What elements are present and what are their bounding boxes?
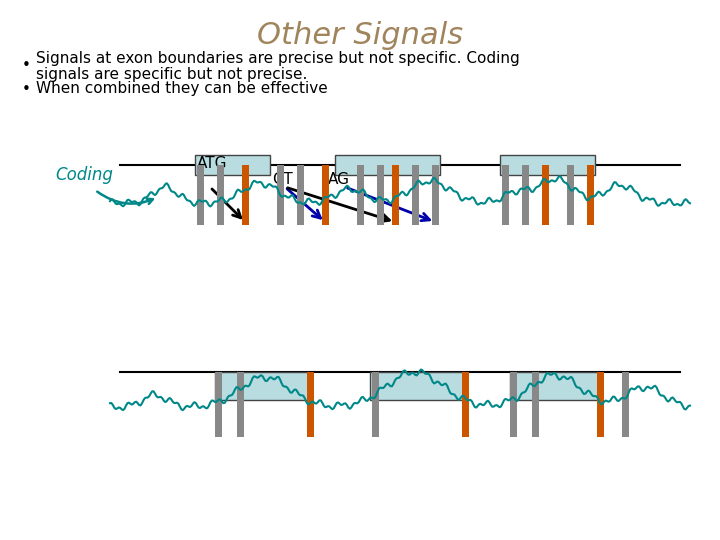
- Bar: [500, 155, 595, 175]
- Bar: [596, 372, 603, 437]
- Text: ATG: ATG: [197, 156, 228, 171]
- Bar: [377, 165, 384, 225]
- Bar: [215, 372, 222, 437]
- Text: Signals at exon boundaries are precise but not specific. Coding: Signals at exon boundaries are precise b…: [36, 51, 520, 66]
- Bar: [621, 372, 629, 437]
- Bar: [335, 155, 440, 175]
- Bar: [307, 372, 313, 437]
- Bar: [587, 165, 593, 225]
- Bar: [510, 372, 516, 437]
- Bar: [297, 165, 304, 225]
- Bar: [510, 372, 600, 400]
- Bar: [521, 165, 528, 225]
- Bar: [567, 165, 574, 225]
- Bar: [236, 372, 243, 437]
- Bar: [217, 165, 223, 225]
- Text: Other Signals: Other Signals: [257, 21, 463, 50]
- Bar: [531, 372, 539, 437]
- Bar: [462, 372, 469, 437]
- Text: When combined they can be effective: When combined they can be effective: [36, 82, 328, 97]
- Bar: [541, 165, 549, 225]
- Bar: [195, 155, 270, 175]
- Text: Coding: Coding: [55, 166, 113, 184]
- Bar: [370, 372, 465, 400]
- Bar: [412, 165, 418, 225]
- Bar: [502, 165, 508, 225]
- Bar: [241, 165, 248, 225]
- Bar: [356, 165, 364, 225]
- Text: •: •: [22, 82, 31, 97]
- Text: signals are specific but not precise.: signals are specific but not precise.: [36, 66, 307, 82]
- Bar: [276, 165, 284, 225]
- Bar: [197, 165, 204, 225]
- Text: •: •: [22, 57, 31, 72]
- Bar: [392, 165, 398, 225]
- Text: AG: AG: [328, 172, 350, 186]
- Bar: [431, 165, 438, 225]
- Bar: [215, 372, 310, 400]
- Bar: [322, 165, 328, 225]
- Bar: [372, 372, 379, 437]
- Text: GT: GT: [272, 172, 293, 186]
